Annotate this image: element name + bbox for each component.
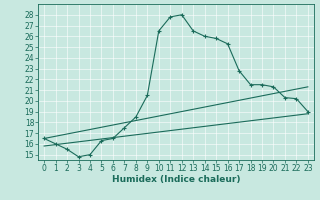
- X-axis label: Humidex (Indice chaleur): Humidex (Indice chaleur): [112, 175, 240, 184]
